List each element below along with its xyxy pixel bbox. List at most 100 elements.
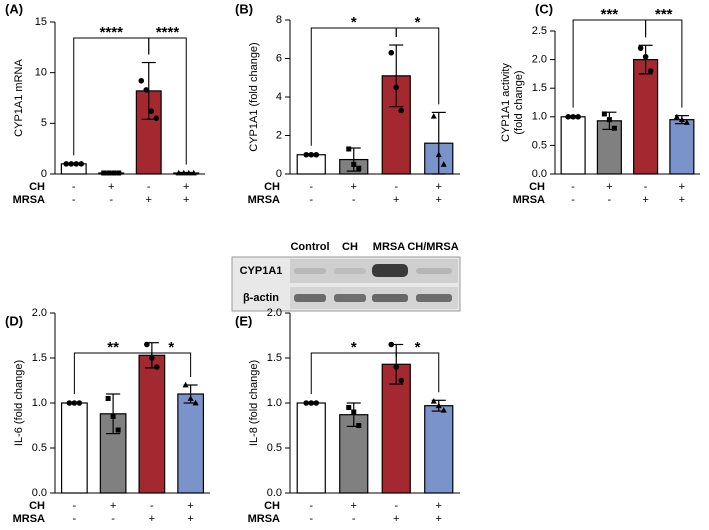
blot-band <box>416 294 452 302</box>
x-row-label: MRSA <box>13 513 45 525</box>
y-tick-label: 0.5 <box>532 139 547 151</box>
y-axis-label: (fold change) <box>513 70 525 134</box>
data-point <box>101 170 107 176</box>
data-point <box>138 77 145 84</box>
significance-label: * <box>415 14 421 31</box>
significance-label: * <box>351 339 357 356</box>
x-sign: - <box>608 194 612 206</box>
x-sign: + <box>183 181 189 193</box>
data-point <box>192 399 199 406</box>
x-sign: + <box>187 513 193 525</box>
x-sign: - <box>571 194 575 206</box>
data-point <box>144 341 150 348</box>
lane-label: Control <box>290 241 329 253</box>
x-sign: - <box>644 181 648 193</box>
data-point <box>154 364 160 370</box>
x-sign: - <box>309 513 313 525</box>
blot-band <box>372 264 408 277</box>
y-tick-label: 10 <box>35 67 47 79</box>
data-point <box>303 400 310 406</box>
data-point <box>313 151 320 158</box>
y-tick-label: 1.0 <box>532 111 547 123</box>
significance-label: *** <box>655 6 673 23</box>
data-point <box>78 161 85 167</box>
data-point <box>73 161 80 167</box>
western-blot: Control CH MRSA CH/MRSA CYP1A1 β-actin <box>231 241 461 312</box>
x-sign: + <box>436 500 442 512</box>
y-tick-label: 2.5 <box>532 25 547 37</box>
x-sign: - <box>109 194 113 206</box>
blot-row-label: CYP1A1 <box>240 265 283 277</box>
y-tick-label: 0 <box>41 168 47 180</box>
x-row-label: CH <box>264 500 280 512</box>
significance-label: * <box>351 14 357 31</box>
data-point <box>190 169 197 176</box>
panel-label: (A) <box>5 1 23 16</box>
data-point <box>435 151 442 158</box>
data-point <box>76 400 83 406</box>
y-tick-label: 0 <box>276 168 282 180</box>
y-tick-label: 4 <box>276 91 282 103</box>
data-point <box>308 400 315 406</box>
data-point <box>68 161 75 167</box>
y-tick-label: 6 <box>276 52 282 64</box>
data-point <box>63 161 70 167</box>
data-point <box>430 113 437 119</box>
x-sign: - <box>309 194 313 206</box>
x-row-label: MRSA <box>248 194 280 206</box>
y-tick-label: 2.0 <box>267 307 282 319</box>
data-point <box>182 381 189 388</box>
x-sign: - <box>73 513 77 525</box>
bar <box>424 405 454 494</box>
data-point <box>678 116 685 123</box>
significance-label: * <box>415 339 421 356</box>
data-point <box>356 423 362 428</box>
x-sign: - <box>352 194 356 206</box>
y-tick-label: 1.5 <box>532 82 547 94</box>
data-point <box>611 125 617 131</box>
bar <box>669 119 695 175</box>
lane-label: CH <box>342 241 358 253</box>
error-bar <box>638 44 653 75</box>
data-point <box>175 169 182 176</box>
data-point <box>148 108 155 114</box>
data-point <box>575 114 581 120</box>
significance-label: ** <box>107 339 119 356</box>
significance-label: **** <box>100 24 124 41</box>
x-sign: + <box>393 194 399 206</box>
bar <box>560 116 586 175</box>
bar <box>177 393 205 494</box>
y-axis-label: CYP1A1 mRNA <box>13 59 25 137</box>
y-tick-label: 0.0 <box>32 487 47 499</box>
bracket-line <box>148 37 187 165</box>
y-tick-label: 0.0 <box>532 168 547 180</box>
y-tick-label: 0.5 <box>267 442 282 454</box>
blot-band <box>294 268 326 274</box>
x-sign: - <box>309 500 313 512</box>
data-point <box>642 53 649 60</box>
data-point <box>388 49 395 56</box>
x-sign: - <box>571 181 575 193</box>
x-sign: + <box>183 194 189 206</box>
x-sign: + <box>149 513 155 525</box>
significance-bracket <box>151 352 192 377</box>
data-point <box>647 68 654 74</box>
y-tick-label: 1.5 <box>267 352 282 364</box>
blot-band <box>334 294 366 302</box>
data-point <box>153 115 160 122</box>
bar <box>381 363 411 494</box>
x-sign: - <box>72 181 76 193</box>
significance-label: * <box>168 339 174 356</box>
significance-bracket <box>395 352 440 393</box>
data-point <box>106 170 112 176</box>
bracket-line <box>151 352 192 377</box>
significance-bracket <box>395 27 440 105</box>
x-row-label: CH <box>29 181 45 193</box>
data-point <box>303 151 310 158</box>
x-row-label: CH <box>264 181 280 193</box>
bar <box>296 154 326 175</box>
data-point <box>66 400 73 406</box>
lane-label: CH/MRSA <box>407 241 458 253</box>
x-sign: - <box>111 513 115 525</box>
